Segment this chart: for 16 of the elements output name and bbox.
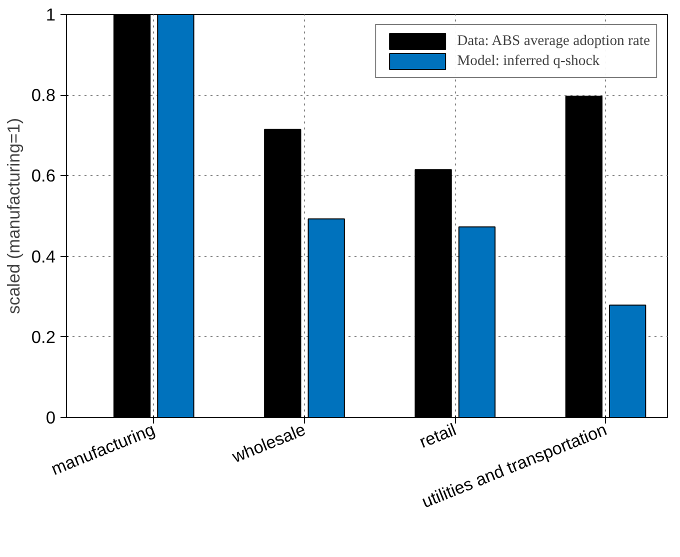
bar: [609, 304, 646, 418]
y-tick-label: 0.2: [31, 326, 56, 347]
y-tick-label: 0.6: [31, 166, 56, 186]
y-tick-label: 0: [46, 408, 56, 428]
y-tick-label: 0.8: [31, 85, 56, 106]
bar: [264, 128, 302, 418]
x-tick-label: retail: [416, 419, 459, 452]
bar: [414, 169, 452, 418]
y-tick-label: 0.4: [31, 246, 56, 266]
y-axis-title: scaled (manufacturing=1): [3, 118, 24, 314]
y-tick-label: 1: [46, 4, 56, 24]
bar: [308, 218, 345, 418]
legend-label: Model: inferred q-shock: [457, 52, 600, 70]
bar: [458, 226, 496, 418]
bar: [565, 96, 602, 418]
legend-label: Data: ABS average adoption rate: [457, 32, 650, 50]
